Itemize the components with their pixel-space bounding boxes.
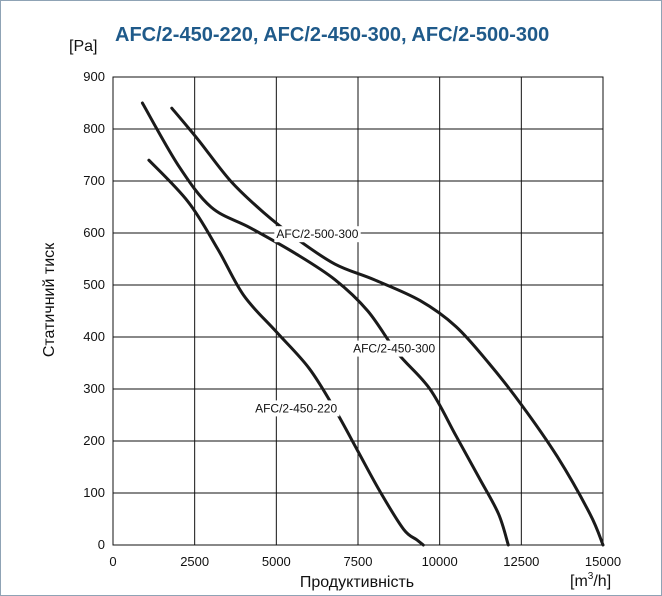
x-tick-label: 2500 [180, 554, 209, 569]
y-tick-label: 800 [83, 121, 105, 136]
x-unit-superscript: 3 [588, 571, 594, 582]
series-labels: AFC/2-450-220 AFC/2-450-300 AFC/2-500-300 [253, 226, 438, 417]
series-line [170, 106, 605, 547]
tick-labels: 0 2500 5000 7500 10000 12500 15000 0 100 200 300 40… [83, 69, 621, 569]
y-tick-label: 100 [83, 485, 105, 500]
x-tick-label: 15000 [585, 554, 621, 569]
y-tick-label: 400 [83, 329, 105, 344]
x-axis-label: Продуктивність [300, 574, 414, 591]
x-tick-label: 12500 [503, 554, 539, 569]
x-tick-label: 7500 [344, 554, 373, 569]
y-unit-label: [Pa] [69, 38, 97, 55]
chart-title: AFC/2-450-220, AFC/2-450-300, AFC/2-500-… [115, 24, 549, 46]
x-tick-label: 0 [109, 554, 116, 569]
series-label: AFC/2-450-220 [255, 401, 337, 415]
series-lines [140, 101, 605, 547]
series-label-background [253, 400, 340, 417]
y-tick-label: 0 [98, 537, 105, 552]
series-line [140, 101, 510, 547]
y-tick-label: 200 [83, 433, 105, 448]
x-tick-label: 5000 [262, 554, 291, 569]
x-tick-label: 10000 [422, 554, 458, 569]
series-label-background [274, 226, 361, 243]
grid [112, 76, 604, 546]
x-unit-label: [m3/h] [570, 571, 611, 590]
y-tick-label: 300 [83, 381, 105, 396]
x-unit-base: [m [570, 573, 588, 590]
y-tick-label: 500 [83, 277, 105, 292]
y-tick-label: 900 [83, 69, 105, 84]
y-tick-label: 700 [83, 173, 105, 188]
y-axis-label: Статичний тиск [41, 242, 58, 357]
series-label-background [351, 340, 438, 357]
series-line [147, 158, 425, 547]
y-tick-label: 600 [83, 225, 105, 240]
x-unit-tail: /h] [593, 573, 611, 590]
series-label: AFC/2-500-300 [276, 227, 358, 241]
series-label: AFC/2-450-300 [353, 342, 435, 356]
